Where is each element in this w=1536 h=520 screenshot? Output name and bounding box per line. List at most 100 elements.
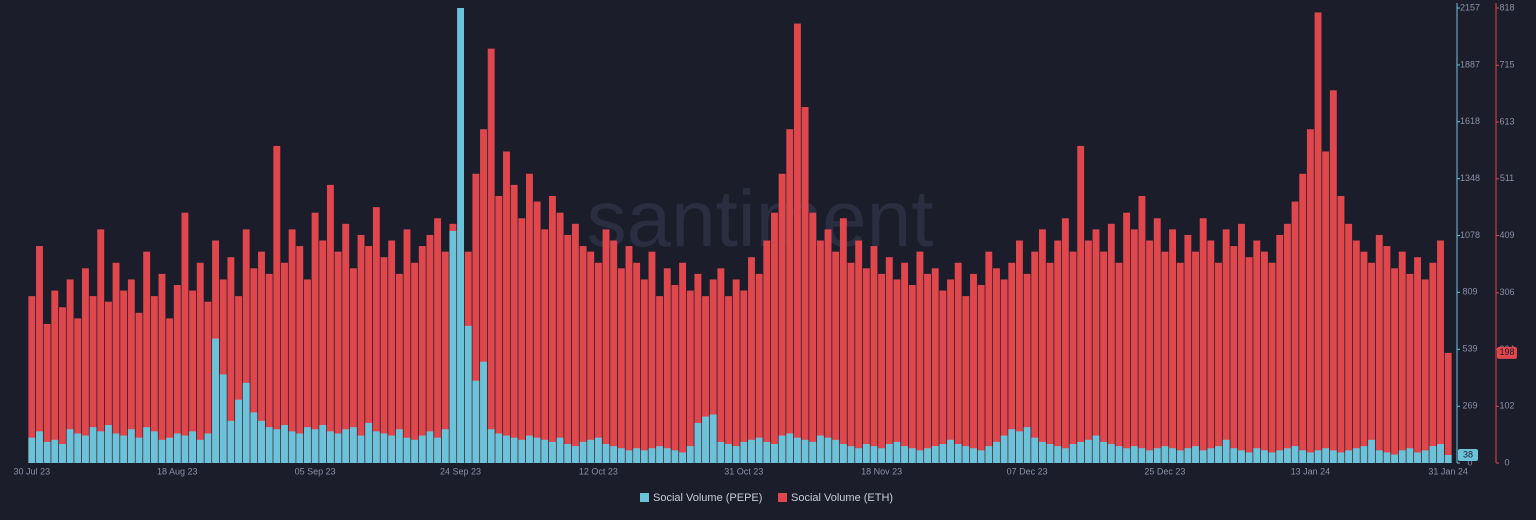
bar xyxy=(1000,279,1008,463)
bar xyxy=(1406,448,1414,463)
bar xyxy=(1383,452,1391,463)
y-tick-label: 1887 xyxy=(1460,59,1480,69)
bar xyxy=(862,444,870,463)
bar xyxy=(89,296,97,463)
bar xyxy=(594,437,602,463)
bar xyxy=(526,173,533,464)
bar xyxy=(81,435,89,463)
bar xyxy=(1161,251,1169,463)
bar xyxy=(1199,450,1207,463)
bar xyxy=(1023,273,1031,463)
bar xyxy=(281,425,288,463)
bar xyxy=(1115,446,1123,463)
bar xyxy=(1322,448,1330,463)
bar xyxy=(870,446,878,463)
bar xyxy=(1176,450,1184,463)
bar xyxy=(181,435,189,463)
bar xyxy=(1345,223,1353,463)
bar xyxy=(924,273,932,463)
bar xyxy=(472,380,480,463)
bar xyxy=(480,129,487,464)
bar xyxy=(181,212,189,463)
bar xyxy=(709,414,717,463)
y2-tick-label: 613 xyxy=(1499,116,1514,126)
bar xyxy=(717,441,725,463)
bar xyxy=(388,435,396,463)
bar xyxy=(464,325,472,463)
bar xyxy=(663,448,671,463)
bar xyxy=(679,452,687,463)
x-tick-label: 31 Oct 23 xyxy=(724,466,763,476)
bar xyxy=(1100,251,1108,463)
y2-tick-label: 0 xyxy=(1504,457,1509,467)
bar xyxy=(1046,444,1054,463)
bar xyxy=(342,429,350,463)
bar xyxy=(985,446,993,463)
bar xyxy=(1092,435,1100,463)
bar xyxy=(1414,257,1421,463)
x-tick-label: 30 Jul 23 xyxy=(14,466,51,476)
bar xyxy=(571,446,579,463)
bar xyxy=(1437,240,1444,463)
x-tick-label: 25 Dec 23 xyxy=(1144,466,1185,476)
bar xyxy=(633,262,641,463)
legend-swatch xyxy=(640,493,649,502)
bar xyxy=(694,273,702,463)
bar xyxy=(1253,448,1261,463)
bar xyxy=(931,446,939,463)
bar xyxy=(372,431,380,463)
bar xyxy=(1153,448,1161,463)
bar xyxy=(1268,262,1276,463)
bar xyxy=(633,448,641,463)
bar xyxy=(1046,262,1054,463)
bar xyxy=(342,223,350,463)
bar xyxy=(357,435,365,463)
bar xyxy=(97,229,105,463)
y-tick-label: 0 xyxy=(1467,457,1472,467)
bar xyxy=(219,374,227,463)
bar xyxy=(977,450,985,463)
bar xyxy=(365,246,373,463)
bar xyxy=(1329,450,1337,463)
bar xyxy=(1008,262,1016,463)
bar xyxy=(388,240,396,463)
bar xyxy=(526,435,533,463)
bar xyxy=(395,429,403,463)
bar xyxy=(173,433,181,463)
bar xyxy=(993,268,1000,463)
bar xyxy=(1238,223,1245,463)
bar xyxy=(1360,446,1368,463)
bar xyxy=(265,427,273,463)
bar xyxy=(74,433,82,463)
bar xyxy=(617,268,625,463)
bar xyxy=(717,268,725,463)
x-tick-label: 24 Sep 23 xyxy=(440,466,481,476)
bar xyxy=(1291,201,1299,463)
bar xyxy=(1169,448,1177,463)
last-value-tag xyxy=(1458,448,1478,461)
bar xyxy=(510,184,518,464)
x-tick-label: 13 Jan 24 xyxy=(1291,466,1331,476)
bar xyxy=(610,240,618,463)
y-tick-label: 1078 xyxy=(1460,230,1480,240)
bar xyxy=(556,212,564,463)
bar xyxy=(1092,229,1100,463)
bar xyxy=(1207,240,1215,463)
bar xyxy=(449,230,457,463)
bar xyxy=(763,441,771,463)
bar xyxy=(564,444,572,463)
bar xyxy=(1429,262,1437,463)
bar xyxy=(150,296,158,463)
bar xyxy=(135,437,143,463)
bar xyxy=(120,435,128,463)
bar xyxy=(648,448,656,463)
bar xyxy=(656,446,664,463)
x-tick-label: 31 Jan 24 xyxy=(1428,466,1468,476)
bar xyxy=(1061,218,1069,463)
x-tick-label: 12 Oct 23 xyxy=(579,466,618,476)
bar xyxy=(1329,90,1337,463)
bar xyxy=(43,441,51,463)
bar xyxy=(51,439,59,463)
bar xyxy=(250,268,258,463)
bar xyxy=(778,173,786,464)
